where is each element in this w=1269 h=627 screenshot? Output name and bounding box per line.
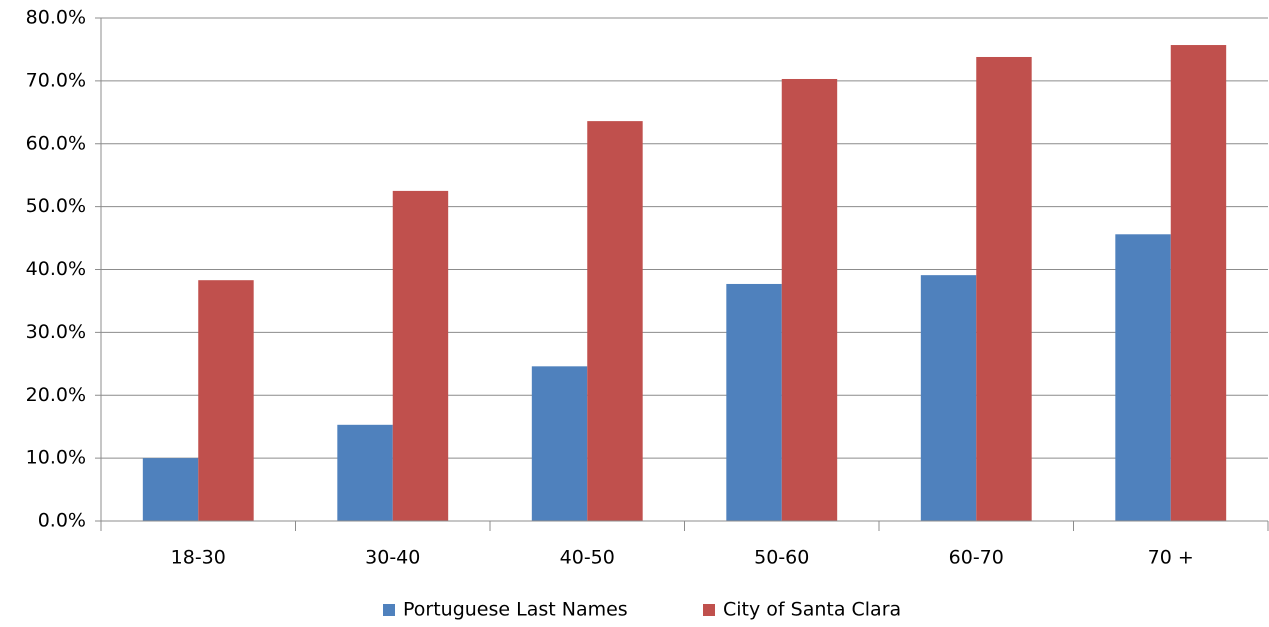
y-tick-label: 60.0% bbox=[26, 132, 86, 154]
y-tick-label: 50.0% bbox=[26, 195, 86, 217]
legend-label: Portuguese Last Names bbox=[403, 599, 628, 621]
x-tick-label: 50-60 bbox=[754, 547, 809, 569]
bar bbox=[142, 458, 199, 521]
y-tick-label: 30.0% bbox=[26, 321, 86, 343]
y-tick-label: 70.0% bbox=[26, 69, 86, 91]
x-tick-label: 18-30 bbox=[171, 547, 226, 569]
legend-label: City of Santa Clara bbox=[723, 599, 901, 621]
bar bbox=[1115, 234, 1171, 522]
x-tick-label: 70 + bbox=[1148, 547, 1194, 569]
x-tick-label: 40-50 bbox=[560, 547, 615, 569]
bar bbox=[1170, 45, 1227, 521]
bar bbox=[587, 121, 643, 522]
bar bbox=[392, 190, 449, 521]
bar bbox=[781, 78, 838, 522]
x-tick-label: 30-40 bbox=[365, 547, 420, 569]
x-tick-label: 60-70 bbox=[949, 547, 1004, 569]
y-tick-label: 40.0% bbox=[26, 258, 86, 280]
y-tick-label: 80.0% bbox=[26, 7, 86, 29]
bar bbox=[198, 280, 254, 521]
y-tick-label: 10.0% bbox=[26, 447, 86, 469]
legend-swatch bbox=[383, 604, 395, 616]
y-tick-label: 20.0% bbox=[26, 384, 86, 406]
bar bbox=[920, 275, 977, 521]
bar bbox=[531, 366, 588, 521]
legend-swatch bbox=[703, 604, 715, 616]
y-tick-label: 0.0% bbox=[38, 510, 86, 532]
bar bbox=[337, 424, 393, 521]
bar bbox=[726, 283, 782, 521]
bar bbox=[976, 56, 1032, 522]
